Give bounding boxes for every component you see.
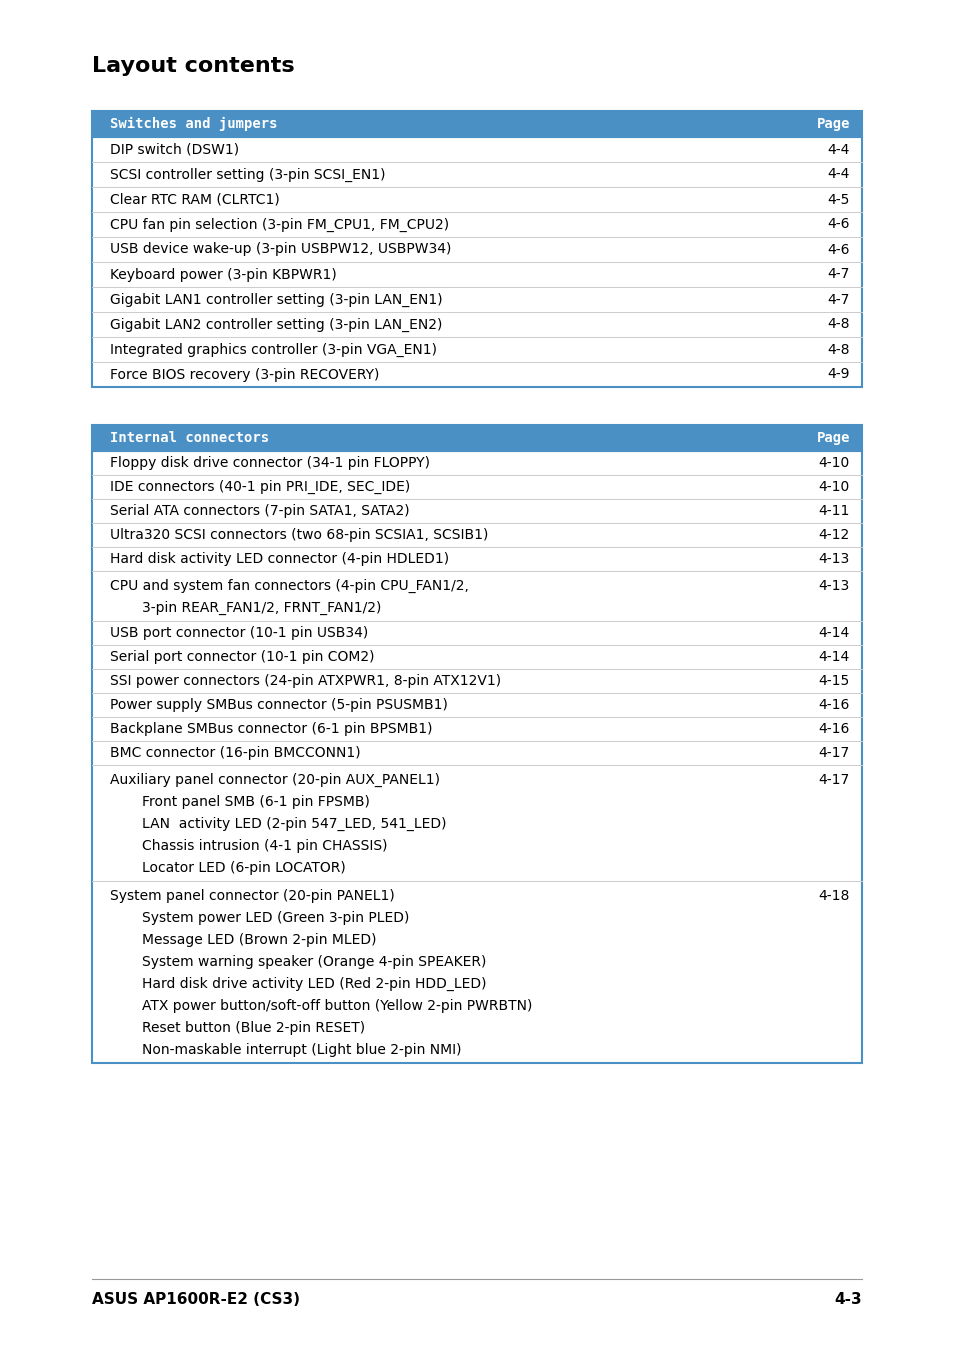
Text: System power LED (Green 3-pin PLED): System power LED (Green 3-pin PLED) <box>142 912 409 925</box>
Text: CPU and system fan connectors (4-pin CPU_FAN1/2,: CPU and system fan connectors (4-pin CPU… <box>110 580 468 593</box>
Bar <box>91 136 862 386</box>
Text: CPU fan pin selection (3-pin FM_CPU1, FM_CPU2): CPU fan pin selection (3-pin FM_CPU1, FM… <box>110 218 449 231</box>
Bar <box>91 111 862 136</box>
Text: Gigabit LAN2 controller setting (3-pin LAN_EN2): Gigabit LAN2 controller setting (3-pin L… <box>110 317 442 331</box>
Bar <box>91 451 862 1063</box>
Text: 4-13: 4-13 <box>818 553 849 566</box>
Text: Power supply SMBus connector (5-pin PSUSMB1): Power supply SMBus connector (5-pin PSUS… <box>110 698 447 712</box>
Text: System warning speaker (Orange 4-pin SPEAKER): System warning speaker (Orange 4-pin SPE… <box>142 955 486 969</box>
Text: LAN  activity LED (2-pin 547_LED, 541_LED): LAN activity LED (2-pin 547_LED, 541_LED… <box>142 817 446 831</box>
Text: 4-5: 4-5 <box>827 192 849 207</box>
Text: 4-7: 4-7 <box>827 267 849 281</box>
Text: 4-14: 4-14 <box>818 626 849 640</box>
Text: 4-16: 4-16 <box>818 721 849 736</box>
Text: 4-3: 4-3 <box>834 1292 862 1306</box>
Text: Hard disk activity LED connector (4-pin HDLED1): Hard disk activity LED connector (4-pin … <box>110 553 449 566</box>
Text: 4-10: 4-10 <box>818 457 849 470</box>
Text: 4-17: 4-17 <box>818 746 849 761</box>
Text: Hard disk drive activity LED (Red 2-pin HDD_LED): Hard disk drive activity LED (Red 2-pin … <box>142 977 486 992</box>
Text: Gigabit LAN1 controller setting (3-pin LAN_EN1): Gigabit LAN1 controller setting (3-pin L… <box>110 292 442 307</box>
Text: Floppy disk drive connector (34-1 pin FLOPPY): Floppy disk drive connector (34-1 pin FL… <box>110 457 430 470</box>
Text: Locator LED (6-pin LOCATOR): Locator LED (6-pin LOCATOR) <box>142 862 345 875</box>
Text: Integrated graphics controller (3-pin VGA_EN1): Integrated graphics controller (3-pin VG… <box>110 342 436 357</box>
Text: 4-10: 4-10 <box>818 480 849 494</box>
Text: Reset button (Blue 2-pin RESET): Reset button (Blue 2-pin RESET) <box>142 1021 365 1035</box>
Text: ASUS AP1600R-E2 (CS3): ASUS AP1600R-E2 (CS3) <box>91 1292 299 1306</box>
Text: DIP switch (DSW1): DIP switch (DSW1) <box>110 142 239 157</box>
Text: SCSI controller setting (3-pin SCSI_EN1): SCSI controller setting (3-pin SCSI_EN1) <box>110 168 385 181</box>
Text: 4-6: 4-6 <box>826 218 849 231</box>
Text: Layout contents: Layout contents <box>91 55 294 76</box>
Text: 4-11: 4-11 <box>818 504 849 517</box>
Text: 4-6: 4-6 <box>826 242 849 257</box>
Text: 4-4: 4-4 <box>827 168 849 181</box>
Text: 4-14: 4-14 <box>818 650 849 663</box>
Text: 4-18: 4-18 <box>818 889 849 904</box>
Text: 4-8: 4-8 <box>826 317 849 331</box>
Text: IDE connectors (40-1 pin PRI_IDE, SEC_IDE): IDE connectors (40-1 pin PRI_IDE, SEC_ID… <box>110 480 410 494</box>
Text: Page: Page <box>816 431 849 444</box>
Text: 4-12: 4-12 <box>818 528 849 542</box>
Text: 4-17: 4-17 <box>818 773 849 788</box>
Text: BMC connector (16-pin BMCCONN1): BMC connector (16-pin BMCCONN1) <box>110 746 360 761</box>
Text: 4-8: 4-8 <box>826 343 849 357</box>
Text: 4-4: 4-4 <box>827 142 849 157</box>
Text: Front panel SMB (6-1 pin FPSMB): Front panel SMB (6-1 pin FPSMB) <box>142 796 370 809</box>
Text: 3-pin REAR_FAN1/2, FRNT_FAN1/2): 3-pin REAR_FAN1/2, FRNT_FAN1/2) <box>142 601 381 616</box>
Text: Message LED (Brown 2-pin MLED): Message LED (Brown 2-pin MLED) <box>142 934 376 947</box>
Text: SSI power connectors (24-pin ATXPWR1, 8-pin ATX12V1): SSI power connectors (24-pin ATXPWR1, 8-… <box>110 674 500 688</box>
Text: 4-16: 4-16 <box>818 698 849 712</box>
Text: Chassis intrusion (4-1 pin CHASSIS): Chassis intrusion (4-1 pin CHASSIS) <box>142 839 387 854</box>
Text: Clear RTC RAM (CLRTC1): Clear RTC RAM (CLRTC1) <box>110 192 279 207</box>
Text: Force BIOS recovery (3-pin RECOVERY): Force BIOS recovery (3-pin RECOVERY) <box>110 367 379 381</box>
Text: 4-15: 4-15 <box>818 674 849 688</box>
Text: Serial port connector (10-1 pin COM2): Serial port connector (10-1 pin COM2) <box>110 650 375 663</box>
Text: Internal connectors: Internal connectors <box>110 431 269 444</box>
Text: Ultra320 SCSI connectors (two 68-pin SCSIA1, SCSIB1): Ultra320 SCSI connectors (two 68-pin SCS… <box>110 528 488 542</box>
Text: Switches and jumpers: Switches and jumpers <box>110 118 277 131</box>
Text: Auxiliary panel connector (20-pin AUX_PANEL1): Auxiliary panel connector (20-pin AUX_PA… <box>110 773 439 788</box>
Text: USB device wake-up (3-pin USBPW12, USBPW34): USB device wake-up (3-pin USBPW12, USBPW… <box>110 242 451 257</box>
Text: Serial ATA connectors (7-pin SATA1, SATA2): Serial ATA connectors (7-pin SATA1, SATA… <box>110 504 409 517</box>
Text: 4-7: 4-7 <box>827 293 849 307</box>
Text: Page: Page <box>816 118 849 131</box>
Text: 4-13: 4-13 <box>818 580 849 593</box>
Text: System panel connector (20-pin PANEL1): System panel connector (20-pin PANEL1) <box>110 889 395 904</box>
Text: Keyboard power (3-pin KBPWR1): Keyboard power (3-pin KBPWR1) <box>110 267 336 281</box>
Text: 4-9: 4-9 <box>826 367 849 381</box>
Bar <box>91 426 862 451</box>
Text: Backplane SMBus connector (6-1 pin BPSMB1): Backplane SMBus connector (6-1 pin BPSMB… <box>110 721 432 736</box>
Text: Non-maskable interrupt (Light blue 2-pin NMI): Non-maskable interrupt (Light blue 2-pin… <box>142 1043 461 1058</box>
Text: ATX power button/soft-off button (Yellow 2-pin PWRBTN): ATX power button/soft-off button (Yellow… <box>142 1000 532 1013</box>
Text: USB port connector (10-1 pin USB34): USB port connector (10-1 pin USB34) <box>110 626 368 640</box>
